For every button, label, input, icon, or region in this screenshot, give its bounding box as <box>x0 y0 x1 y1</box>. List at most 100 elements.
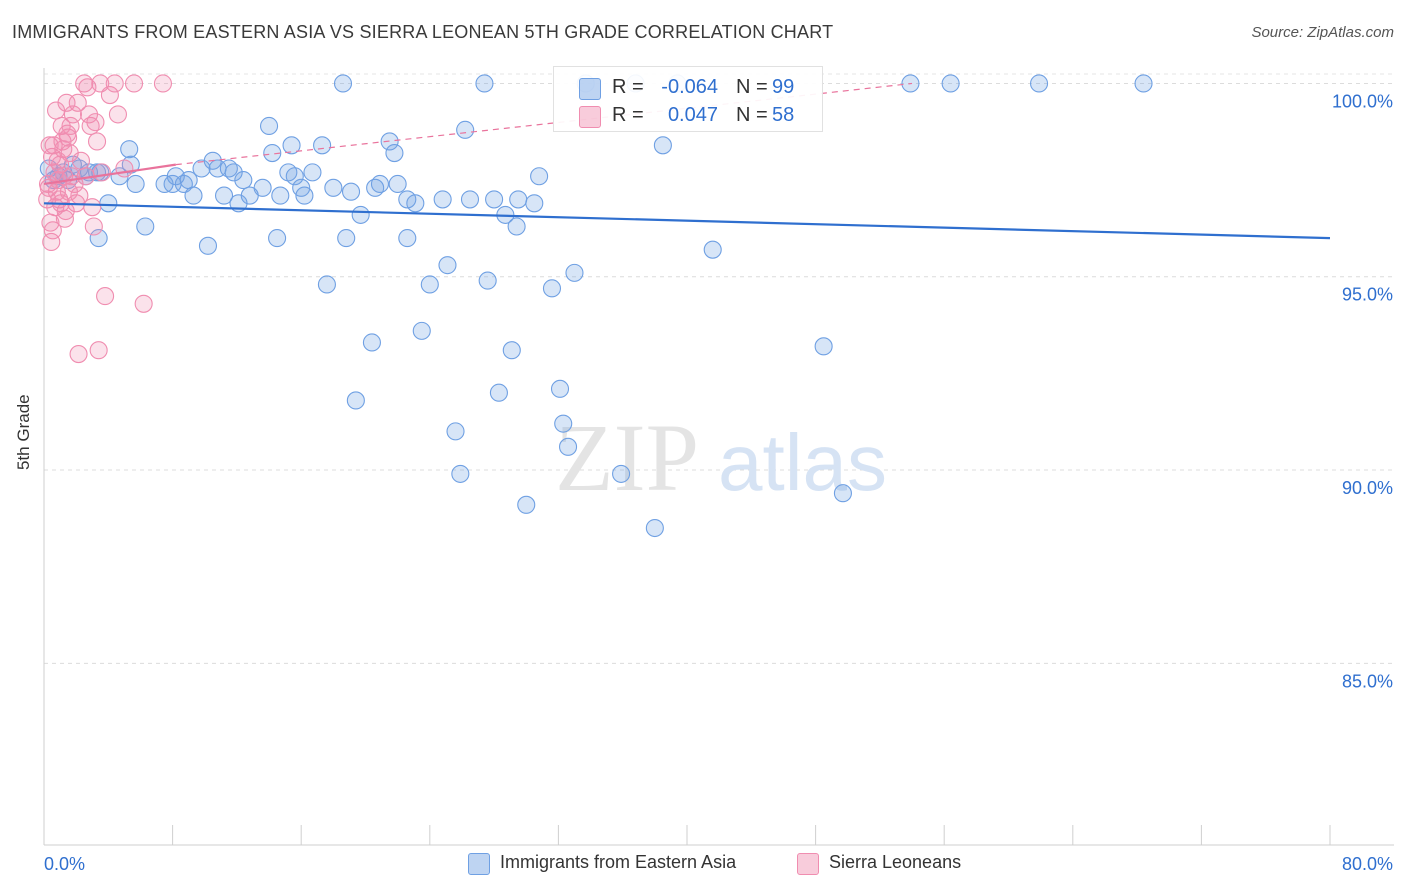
data-point <box>42 232 61 252</box>
data-point <box>941 74 960 93</box>
source-label: Source: ZipAtlas.com <box>1251 24 1394 41</box>
stats-swatch-sierra-leonean <box>579 106 601 128</box>
data-point <box>507 217 526 236</box>
data-point <box>451 464 470 483</box>
data-point <box>554 414 573 433</box>
data-point <box>341 182 361 201</box>
data-point <box>446 422 465 441</box>
data-point <box>370 174 390 194</box>
data-point <box>89 341 108 360</box>
data-point <box>550 379 570 398</box>
stats-box: R = -0.064 N = 99 R = 0.047 N = 58 <box>553 66 823 132</box>
data-point <box>433 190 452 209</box>
data-point <box>48 151 67 170</box>
data-point <box>105 74 124 93</box>
data-point <box>485 190 504 209</box>
data-point <box>71 151 91 170</box>
stats-row-sierra-leonean: R = 0.047 N = 58 <box>554 102 822 130</box>
data-point <box>59 182 78 201</box>
legend-label: Sierra Leoneans <box>829 852 962 872</box>
data-point <box>86 113 105 132</box>
data-point <box>99 194 118 213</box>
data-point <box>268 229 287 248</box>
legend-swatch-eastern-asia <box>468 853 490 875</box>
data-point <box>198 236 218 255</box>
y-tick-label: 95.0% <box>1342 285 1393 305</box>
data-point <box>282 136 301 155</box>
stats-row-eastern-asia: R = -0.064 N = 99 <box>554 74 822 102</box>
stats-n-value: 58 <box>772 104 795 126</box>
data-point <box>179 171 198 190</box>
data-point <box>653 136 672 155</box>
grid-lines <box>44 73 1394 664</box>
data-point <box>155 174 174 194</box>
data-point <box>234 171 253 190</box>
axes <box>43 68 1394 846</box>
data-point <box>385 143 404 163</box>
stats-r-label: R = <box>612 76 644 98</box>
trend-line-sierra-leonean <box>43 163 176 186</box>
stats-n-label: N = <box>736 104 768 126</box>
data-point <box>420 275 439 294</box>
data-point <box>460 190 480 209</box>
stats-n-value: 99 <box>772 76 795 98</box>
data-point <box>63 105 82 124</box>
data-point <box>89 229 108 248</box>
data-point <box>134 294 153 313</box>
data-point <box>362 333 381 352</box>
data-point <box>87 132 107 151</box>
stats-r-value: -0.064 <box>661 76 718 98</box>
data-point <box>83 198 102 217</box>
data-point <box>61 116 80 136</box>
data-point <box>120 140 139 159</box>
data-point <box>645 518 664 538</box>
data-point <box>295 186 314 205</box>
data-point <box>478 271 497 290</box>
data-point <box>259 116 279 136</box>
data-point <box>703 240 722 259</box>
data-point <box>612 464 631 483</box>
data-point <box>475 74 494 93</box>
data-point <box>124 74 144 93</box>
series-sierra-leonean-points <box>38 74 173 364</box>
data-point <box>263 143 282 163</box>
data-point <box>412 321 431 340</box>
data-point <box>509 190 528 209</box>
chart-title: IMMIGRANTS FROM EASTERN ASIA VS SIERRA L… <box>12 22 834 42</box>
data-point <box>84 217 103 236</box>
data-point <box>92 163 111 182</box>
data-point <box>56 201 75 221</box>
data-point <box>489 383 508 402</box>
data-point <box>833 484 852 503</box>
data-point <box>136 217 155 236</box>
stats-swatch-eastern-asia <box>579 78 601 100</box>
stats-r-label: R = <box>612 104 644 126</box>
data-point <box>814 337 833 356</box>
data-point <box>558 437 578 456</box>
y-tick-labels: 85.0% 90.0% 95.0% 100.0% <box>1332 91 1393 691</box>
legend-swatch-sierra-leonean <box>797 853 819 875</box>
data-point <box>45 163 64 182</box>
watermark-zip: ZIP <box>555 404 699 511</box>
data-point <box>214 186 234 205</box>
data-point <box>285 167 304 186</box>
data-point <box>1134 74 1153 93</box>
data-point <box>96 287 115 306</box>
data-point <box>525 194 544 213</box>
data-point <box>530 167 549 186</box>
data-point <box>542 279 562 298</box>
data-point <box>219 159 238 178</box>
data-point <box>253 178 272 197</box>
x-tick-label: 80.0% <box>1342 854 1393 874</box>
data-point <box>406 194 425 213</box>
data-point <box>271 186 290 205</box>
data-point <box>43 221 62 240</box>
data-point <box>47 101 66 120</box>
data-point <box>68 93 87 112</box>
stats-n-label: N = <box>736 76 768 98</box>
data-point <box>69 345 88 364</box>
y-tick-label: 85.0% <box>1342 671 1393 691</box>
data-point <box>1029 74 1049 93</box>
data-point <box>153 74 173 93</box>
